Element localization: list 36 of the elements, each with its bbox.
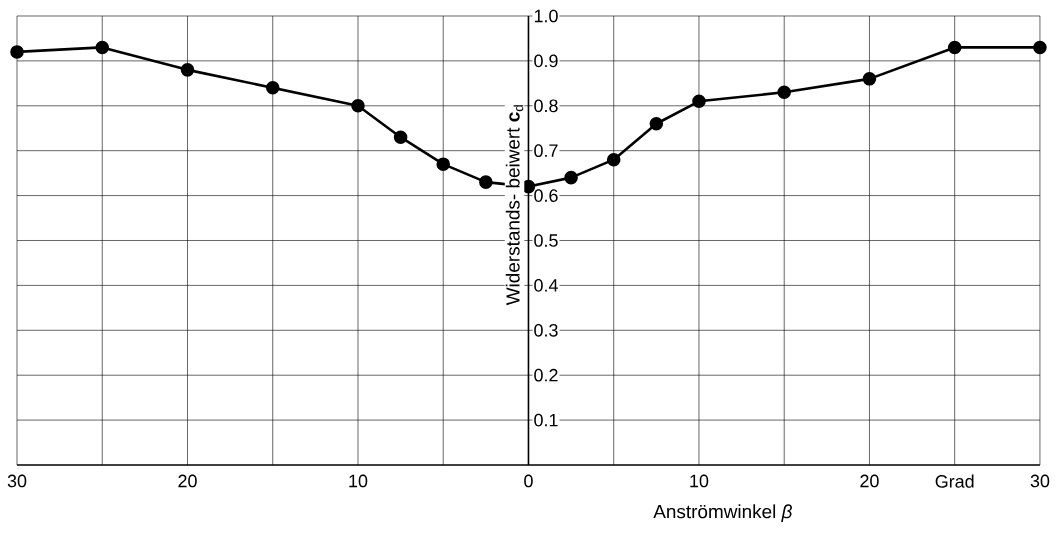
y-tick-label: 0.7: [534, 144, 558, 158]
point: [692, 94, 706, 109]
x-tick-label: 10: [349, 474, 368, 488]
point: [947, 40, 962, 55]
point: [606, 152, 621, 167]
point: [1033, 40, 1047, 55]
x-tick-label: 30: [1030, 474, 1050, 488]
point: [479, 175, 493, 189]
point: [777, 85, 791, 100]
y-axis-title: Widerstands- beiwert c$_{d}$: [505, 105, 524, 306]
y-tick-label: 0.2: [534, 368, 558, 382]
y-tick-label: 0.3: [534, 323, 558, 337]
y-tick-label: 0.4: [534, 279, 558, 292]
point: [564, 170, 578, 185]
point: [351, 99, 365, 113]
point: [265, 81, 280, 95]
x-tick-label: 0: [524, 474, 533, 488]
point: [10, 45, 24, 59]
x-tick-label: 30: [7, 474, 27, 488]
y-tick-label: 0.9: [534, 54, 558, 68]
x-tick-label: Grad: [935, 474, 974, 488]
point: [649, 116, 664, 131]
y-tick-label: 0.8: [534, 99, 558, 113]
x-tick-label: 20: [860, 474, 879, 488]
y-tick-label: 0.5: [534, 234, 558, 247]
point: [95, 40, 110, 55]
x-tick-label: 20: [178, 474, 197, 488]
point: [393, 130, 408, 144]
y-tick-label: 0.6: [534, 189, 558, 202]
point: [436, 157, 451, 171]
x-axis-title: Anströmwinkel β: [653, 504, 792, 523]
x-tick-label: 10: [690, 474, 709, 488]
y-tick-label: 0.1: [534, 413, 558, 427]
y-tick-label: 1.0: [534, 9, 558, 23]
point: [180, 63, 195, 77]
point: [862, 72, 877, 86]
